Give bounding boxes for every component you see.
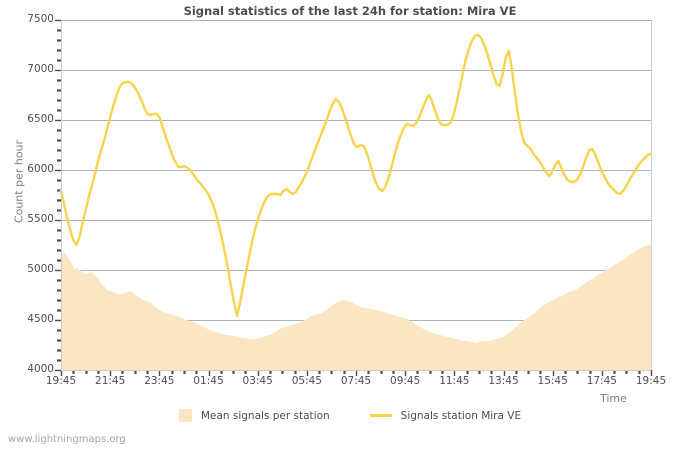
y-tick-label: 7000 <box>27 63 54 75</box>
y-tick-label: 6500 <box>27 113 54 125</box>
y-tick-label: 6000 <box>27 163 54 175</box>
legend-line-swatch-icon <box>369 414 392 417</box>
y-tick-label: 4000 <box>27 363 54 375</box>
series-area-mean-signals <box>61 245 651 370</box>
legend-item-mean-signals: Mean signals per station <box>178 409 330 422</box>
x-tick-label: 21:45 <box>95 375 126 387</box>
x-tick-label: 19:45 <box>635 375 667 387</box>
footer-site-label: www.lightningmaps.org <box>8 434 126 445</box>
x-tick-label: 15:45 <box>537 375 568 387</box>
x-tick-label: 01:45 <box>193 375 224 387</box>
legend-label-station-signals: Signals station Mira VE <box>400 409 522 422</box>
legend-label-mean-signals: Mean signals per station <box>200 409 330 422</box>
legend-area-swatch-icon <box>178 409 192 422</box>
y-tick-label: 5000 <box>27 263 54 275</box>
x-tick-label: 23:45 <box>144 375 175 387</box>
x-tick-label: 11:45 <box>439 375 470 387</box>
chart-title: Signal statistics of the last 24h for st… <box>183 4 517 18</box>
x-tick-label: 03:45 <box>242 375 273 387</box>
y-tick-label: 4500 <box>27 313 54 325</box>
x-tick-label: 13:45 <box>488 375 519 387</box>
x-axis-title: Time <box>600 392 627 405</box>
x-tick-label: 19:45 <box>45 375 77 387</box>
x-tick-label: 07:45 <box>340 375 372 387</box>
x-tick-label: 05:45 <box>291 375 322 387</box>
series-line-station-signals <box>59 33 653 318</box>
y-tick-label: 5500 <box>27 213 54 225</box>
legend-item-station-signals: Signals station Mira VE <box>369 409 522 422</box>
x-tick-label: 17:45 <box>586 375 617 387</box>
chart-legend: Mean signals per station Signals station… <box>0 409 700 422</box>
x-tick-label: 09:45 <box>390 375 421 387</box>
y-tick-label: 7500 <box>27 13 54 25</box>
